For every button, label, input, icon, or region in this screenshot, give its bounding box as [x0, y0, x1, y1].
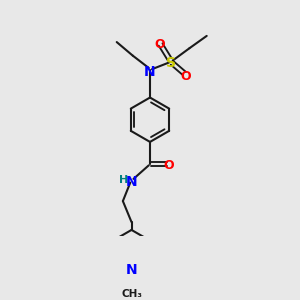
Text: N: N: [126, 175, 137, 189]
Text: N: N: [144, 65, 156, 79]
Text: N: N: [126, 263, 137, 277]
Text: S: S: [166, 56, 176, 70]
Text: O: O: [163, 159, 174, 172]
Text: CH₃: CH₃: [121, 289, 142, 299]
Text: O: O: [180, 70, 191, 83]
Text: O: O: [154, 38, 165, 51]
Text: H: H: [119, 175, 129, 185]
